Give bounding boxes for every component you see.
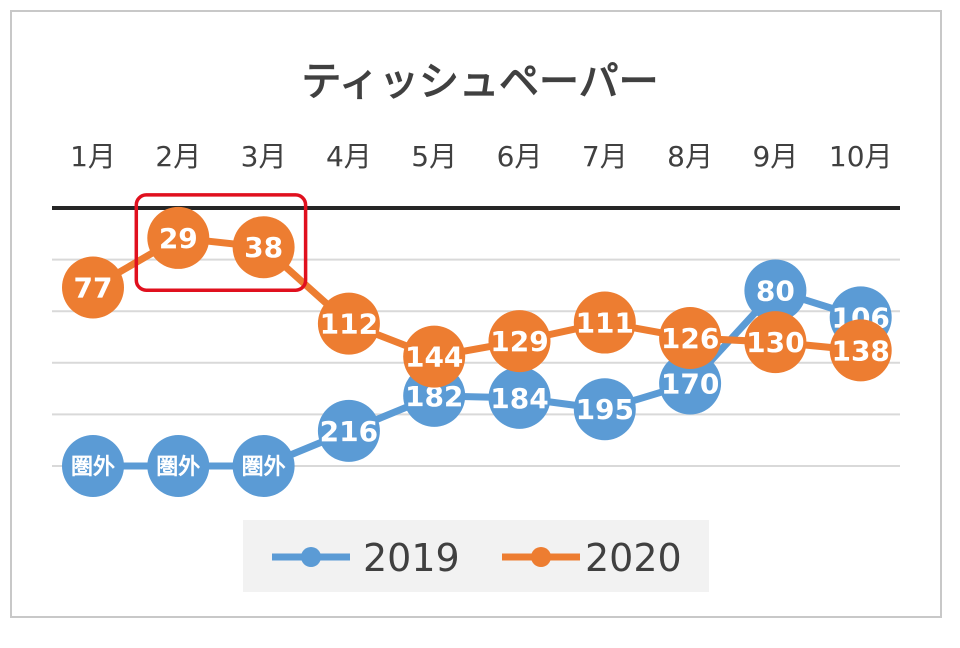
data-point-2019 bbox=[744, 259, 807, 322]
data-point-2019 bbox=[147, 435, 210, 497]
data-label: 77 bbox=[74, 271, 113, 304]
month-label: 7月 bbox=[582, 140, 628, 173]
data-label: 80 bbox=[756, 275, 795, 308]
month-label: 10月 bbox=[829, 140, 893, 173]
legend-marker bbox=[301, 547, 321, 567]
highlight-box bbox=[134, 193, 308, 292]
data-point-2019 bbox=[659, 352, 722, 415]
data-label: 216 bbox=[320, 415, 378, 448]
month-label: 9月 bbox=[752, 140, 798, 173]
month-label: 1月 bbox=[70, 140, 116, 173]
data-point-2019 bbox=[317, 399, 380, 462]
data-point-2020 bbox=[147, 206, 210, 269]
series-line-2020 bbox=[91, 234, 862, 361]
data-label: 138 bbox=[831, 334, 889, 367]
month-label: 2月 bbox=[155, 140, 201, 173]
data-point-2020 bbox=[659, 307, 722, 370]
legend-label: 2020 bbox=[585, 536, 682, 580]
data-point-2020 bbox=[232, 216, 295, 279]
data-point-2019 bbox=[62, 435, 124, 497]
month-label: 4月 bbox=[326, 140, 372, 173]
month-label: 6月 bbox=[497, 140, 543, 173]
data-label: 38 bbox=[244, 231, 283, 264]
data-label: 129 bbox=[490, 325, 548, 358]
data-point-2019 bbox=[488, 366, 551, 429]
month-label: 5月 bbox=[411, 140, 457, 173]
data-point-2020 bbox=[744, 311, 807, 374]
data-point-2020 bbox=[317, 292, 380, 355]
data-label: 130 bbox=[746, 326, 804, 359]
legend: 2019 2020 bbox=[243, 520, 709, 592]
series-lines bbox=[91, 234, 862, 470]
data-label: 29 bbox=[159, 222, 198, 255]
data-label: 圏外 bbox=[242, 454, 286, 480]
data-point-2019 bbox=[232, 435, 295, 497]
x-axis-ticks: 1月 2月 3月 4月 5月 6月 7月 8月 9月 10月 bbox=[70, 140, 892, 173]
data-point-2020 bbox=[829, 319, 892, 382]
data-label: 112 bbox=[320, 308, 378, 341]
data-label: 144 bbox=[405, 341, 463, 374]
data-point-2020 bbox=[488, 310, 551, 373]
legend-marker bbox=[531, 547, 551, 567]
data-label: 圏外 bbox=[156, 454, 200, 480]
highlight-rectangle bbox=[134, 193, 308, 292]
data-label: 184 bbox=[490, 382, 548, 415]
legend-label: 2019 bbox=[363, 536, 460, 580]
data-label: 126 bbox=[661, 322, 719, 355]
month-label: 3月 bbox=[241, 140, 287, 173]
month-label: 8月 bbox=[667, 140, 713, 173]
data-label: 195 bbox=[576, 393, 634, 426]
series-line-2019 bbox=[93, 287, 862, 470]
data-point-2020 bbox=[62, 256, 124, 319]
data-point-2020 bbox=[403, 325, 466, 388]
data-label: 111 bbox=[576, 307, 634, 340]
chart-title: ティッシュペーパー bbox=[301, 59, 658, 105]
data-label: 圏外 bbox=[71, 454, 115, 480]
data-point-2020 bbox=[573, 291, 636, 354]
data-point-2019 bbox=[573, 378, 636, 441]
data-label: 170 bbox=[661, 367, 719, 400]
